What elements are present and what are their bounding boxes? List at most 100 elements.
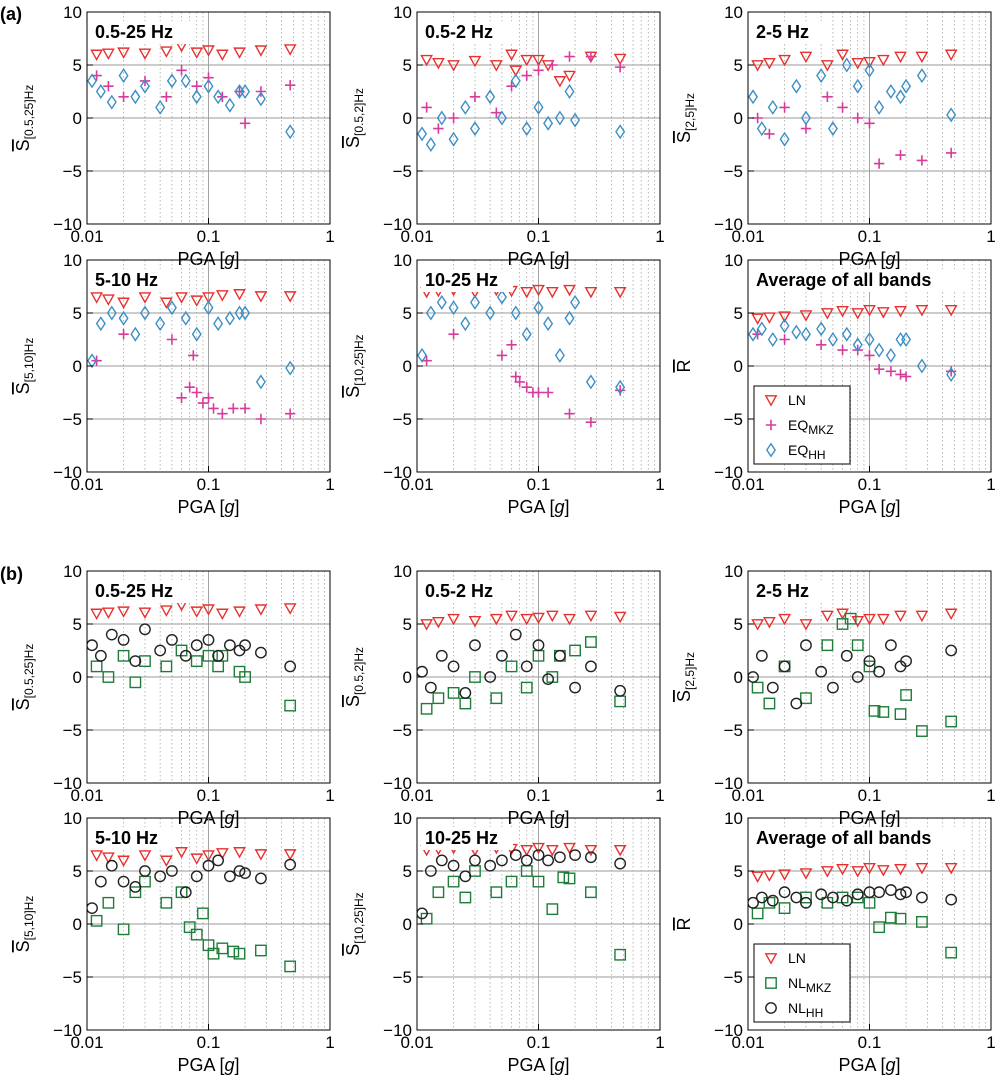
data-point [767,331,778,348]
data-point [139,78,150,94]
y-axis-label: R [674,360,694,373]
x-axis-label-pre: PGA [ [507,249,554,269]
data-point [894,51,907,64]
x-tick-label: 0.1 [527,227,551,246]
panel-title-bg [421,827,513,850]
data-points [748,608,958,737]
data-point [820,866,834,878]
data-point [751,313,765,325]
data-point [227,945,240,958]
x-axis-label: PGA [g] [507,1055,569,1075]
data-point [895,331,906,348]
data-point [496,350,508,361]
legend-marker [765,1002,777,1014]
data-point [514,376,525,388]
data-point [800,896,812,909]
legend-label-sub: MKZ [808,423,833,437]
data-point [228,403,239,414]
x-tick-label: 0.01 [400,786,433,805]
data-point [885,83,896,100]
legend-label: LN [788,392,806,408]
y-axis-label-main: S [343,695,363,707]
data-point [239,867,251,880]
y-tick-label: 10 [63,3,82,22]
data-points [87,600,297,712]
y-tick-label: 10 [393,3,412,22]
data-point [894,888,907,901]
data-point [202,850,215,862]
x-tick-label: 0.1 [527,1033,551,1052]
x-tick-label: 0.01 [400,1033,433,1052]
x-axis-label-post: ] [235,249,240,269]
data-point [916,358,927,374]
data-point [239,118,251,129]
data-point [799,619,813,631]
data-point [873,363,885,375]
data-point [90,49,104,62]
data-points [87,41,297,140]
data-point [129,676,142,689]
x-tick-label: 1 [325,786,334,805]
data-point [233,606,246,618]
data-point [154,870,167,883]
data-point [563,284,576,297]
data-point [505,875,518,888]
data-point [509,65,523,77]
data-point [852,112,863,124]
data-point [752,112,763,124]
data-point [90,608,104,621]
data-point [460,99,471,115]
data-point [851,866,865,878]
data-point [885,366,897,377]
panel-title-bg [91,269,173,292]
y-axis-label-main: S [674,690,694,702]
y-tick-label: 0 [73,915,82,934]
y-tick-label: −5 [724,968,743,987]
data-point [283,603,297,615]
data-point [766,681,779,694]
x-axis-label-pre: PGA [ [177,1055,224,1075]
data-point [424,681,437,694]
data-point [118,329,129,340]
data-point [190,639,203,652]
data-point [533,99,544,115]
data-point [585,636,597,648]
panel-title: 0.5-25 Hz [95,581,173,601]
data-point [484,671,497,683]
x-tick-label: 0.1 [197,475,221,494]
data-point [190,655,203,668]
data-point [884,884,897,896]
data-point [87,73,98,89]
y-axis-label-sub: [0.5,2]Hz [352,88,366,136]
data-point [916,155,928,166]
data-point [435,649,448,662]
x-axis-label-pre: PGA [ [838,497,885,517]
data-point [894,864,907,876]
y-tick-label: 0 [734,357,743,376]
x-tick-label: 1 [986,786,995,805]
data-point [827,331,838,348]
data-point [117,875,130,888]
data-point [532,875,545,888]
data-point [510,73,521,89]
panel-title-bg [421,269,513,292]
data-point [180,310,191,326]
data-point [520,54,534,67]
data-point [852,337,863,353]
x-tick-label: 1 [325,1033,334,1052]
data-point [191,326,202,342]
data-point [915,51,929,64]
data-point [255,91,266,107]
data-point [563,613,576,626]
y-axis-label-sub: [10,25]Hz [352,334,366,385]
data-point [876,613,890,626]
data-point [154,644,167,657]
data-point [102,48,115,60]
y-tick-label: 5 [734,862,743,881]
data-point [863,304,876,317]
data-point [821,639,834,652]
data-point [159,855,173,868]
